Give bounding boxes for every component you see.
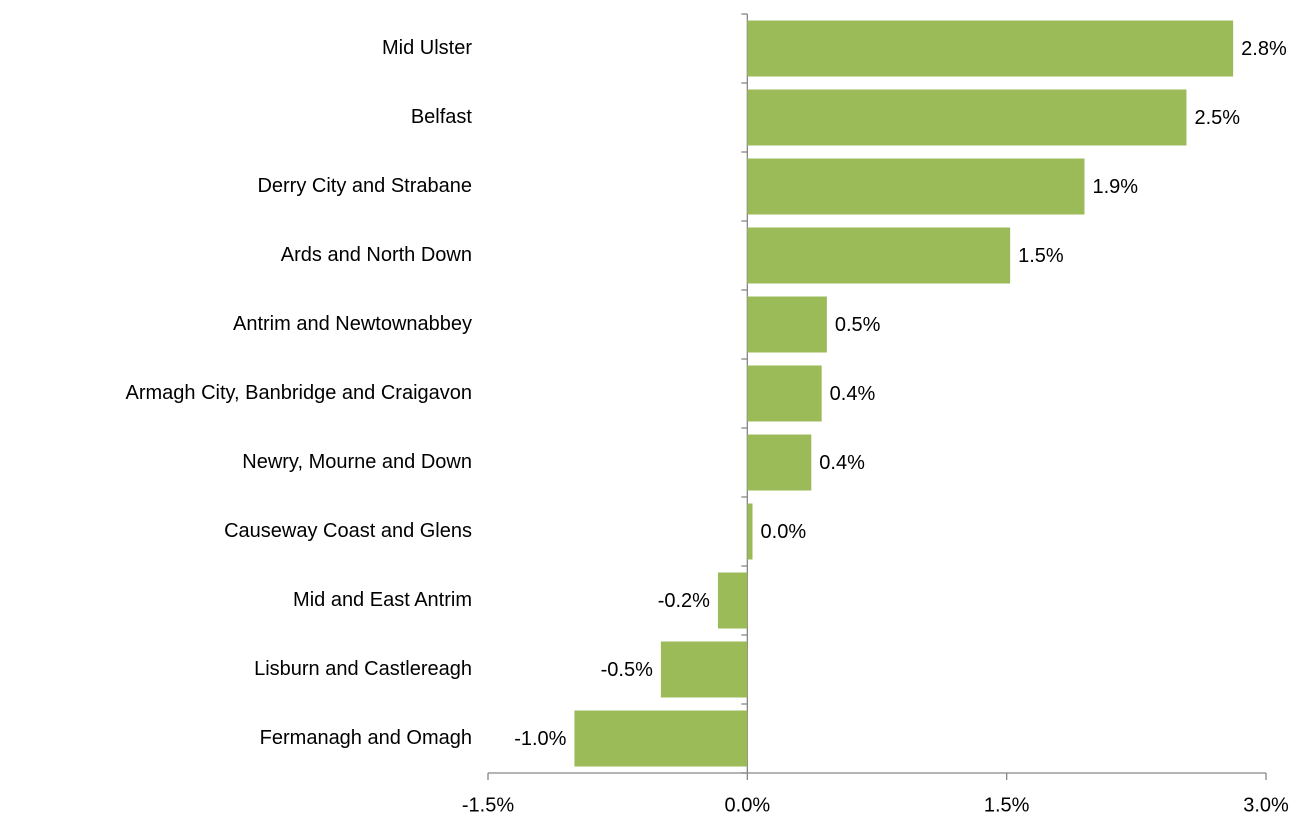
x-tick-label: 3.0% (1243, 794, 1289, 816)
value-label: -1.0% (514, 728, 566, 750)
value-label: 2.5% (1194, 107, 1240, 129)
bar (747, 89, 1187, 146)
y-tick-label: Antrim and Newtownabbey (233, 313, 472, 335)
value-label: -0.2% (658, 590, 710, 612)
bar (747, 296, 827, 353)
y-tick-label: Armagh City, Banbridge and Craigavon (126, 382, 472, 404)
bar (574, 710, 748, 767)
x-tick-label: 1.5% (984, 794, 1030, 816)
x-tick-label: 0.0% (725, 794, 771, 816)
bar (747, 20, 1234, 77)
y-tick-label: Ards and North Down (281, 244, 472, 266)
value-label: 0.0% (761, 521, 807, 543)
bar (717, 572, 748, 629)
x-tick-label: -1.5% (462, 794, 514, 816)
y-tick-label: Newry, Mourne and Down (242, 451, 472, 473)
y-tick-label: Derry City and Strabane (257, 175, 472, 197)
bar (747, 365, 822, 422)
bar (660, 641, 748, 698)
y-tick-label: Causeway Coast and Glens (224, 520, 472, 542)
value-label: -0.5% (601, 659, 653, 681)
y-tick-label: Lisburn and Castlereagh (254, 658, 472, 680)
y-tick-label: Fermanagh and Omagh (260, 727, 472, 749)
bar (747, 503, 753, 560)
value-label: 1.5% (1018, 245, 1064, 267)
y-tick-label: Mid and East Antrim (293, 589, 472, 611)
y-tick-label: Mid Ulster (382, 37, 472, 59)
value-label: 0.5% (835, 314, 881, 336)
bar (747, 434, 812, 491)
bar (747, 158, 1085, 215)
value-label: 0.4% (830, 383, 876, 405)
value-label: 0.4% (819, 452, 865, 474)
value-label: 1.9% (1092, 176, 1138, 198)
bar (747, 227, 1011, 284)
value-label: 2.8% (1241, 38, 1287, 60)
y-tick-label: Belfast (411, 106, 473, 128)
